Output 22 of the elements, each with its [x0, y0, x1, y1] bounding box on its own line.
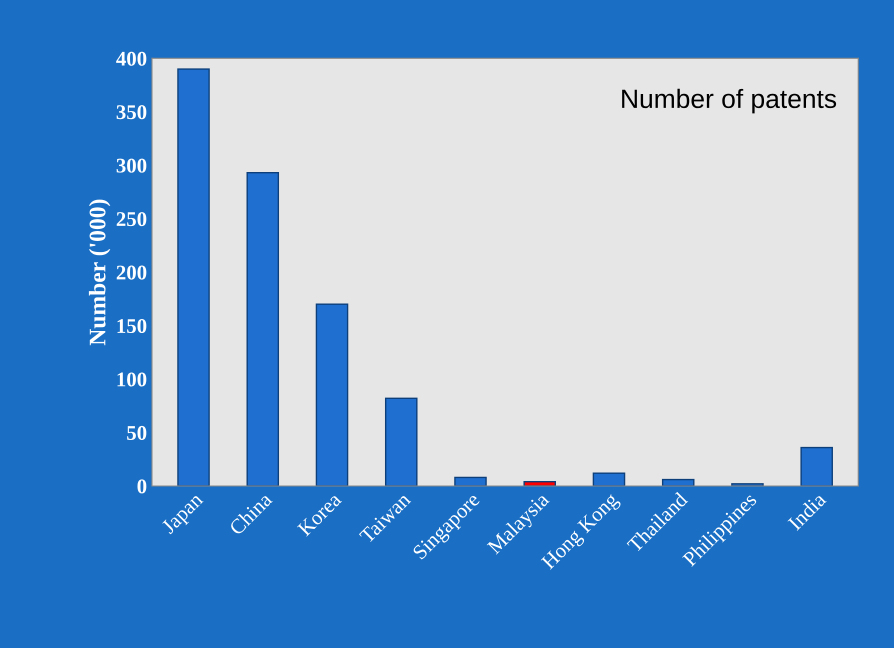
y-tick-label: 200 — [116, 266, 146, 280]
x-tick-label: India — [786, 491, 827, 531]
bar — [662, 478, 694, 486]
bar — [316, 304, 348, 486]
text: Number of patents — [622, 88, 836, 114]
y-tick-label: 0 — [137, 479, 146, 494]
y-tick-label: 250 — [116, 212, 146, 226]
y-tick-label: 50 — [127, 426, 146, 440]
y-tick-label: 350 — [116, 105, 146, 120]
bar — [800, 446, 833, 486]
bar — [523, 481, 556, 486]
bar — [454, 476, 487, 486]
y-tick-label: 100 — [118, 372, 146, 387]
y-tick-label: 400 — [116, 52, 146, 66]
bar — [246, 172, 280, 486]
bar — [177, 68, 210, 486]
y-axis-title: Number ('000) — [88, 200, 110, 346]
bar — [384, 398, 418, 486]
bar — [731, 483, 764, 486]
bar — [592, 472, 626, 486]
y-tick-label: 150 — [118, 318, 146, 334]
y-tick-label: 300 — [116, 158, 146, 173]
